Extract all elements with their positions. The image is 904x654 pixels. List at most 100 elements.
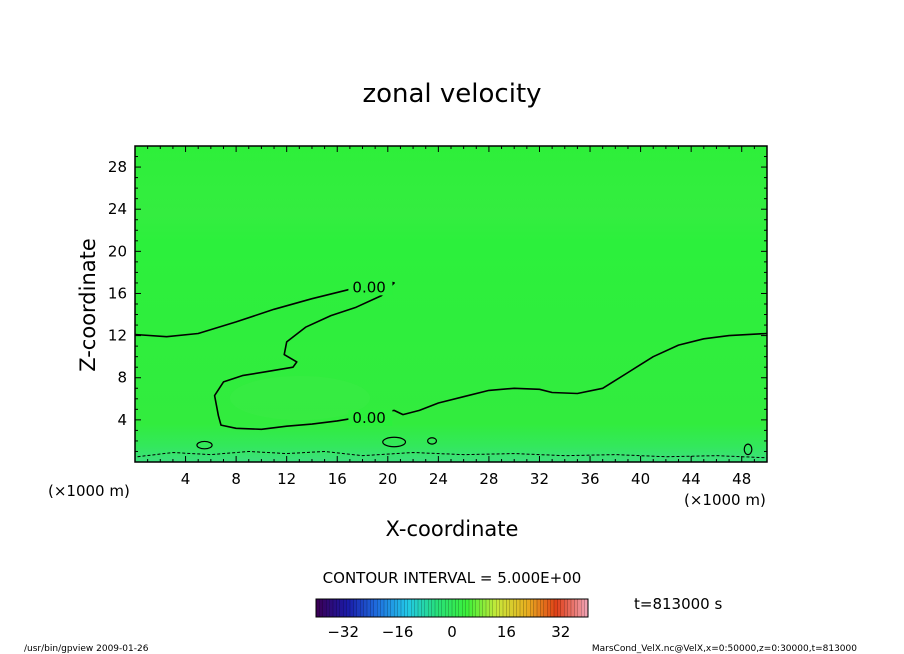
colorbar-cell <box>530 599 534 617</box>
colorbar-cell <box>482 599 487 617</box>
colorbar-frame <box>315 598 589 618</box>
colorbar-cell <box>414 599 419 617</box>
colorbar-tick-label: 32 <box>551 623 570 641</box>
colorbar-cell <box>360 599 364 617</box>
y-tick-label: 28 <box>108 158 127 176</box>
colorbar-cell <box>489 599 494 617</box>
y-tick-label: 4 <box>117 411 127 429</box>
colorbar-cell <box>411 599 415 617</box>
x-tick-label: 16 <box>328 470 347 488</box>
colorbar-cell <box>431 599 436 617</box>
chart-title: zonal velocity <box>362 79 541 109</box>
x-unit-right: (×1000 m) <box>684 491 766 509</box>
y-axis-label: Z-coordinate <box>76 238 100 372</box>
colorbar-cell <box>560 599 565 617</box>
contour-interval-text: CONTOUR INTERVAL = 5.000E+00 <box>323 569 582 587</box>
footer-left: /usr/bin/gpview 2009-01-26 <box>24 644 149 654</box>
colorbar-cell <box>326 599 330 617</box>
x-tick-label: 4 <box>181 470 191 488</box>
y-tick-label: 24 <box>108 200 127 218</box>
colorbar-cell <box>363 599 368 617</box>
colorbar-cell <box>584 599 589 617</box>
colorbar-cell <box>533 599 538 617</box>
colorbar-cell <box>574 599 579 617</box>
colorbar-cell <box>543 599 548 617</box>
footer-right: MarsCond_VelX.nc@VelX,x=0:50000,z=0:3000… <box>592 644 857 654</box>
colorbar-cell <box>322 599 327 617</box>
colorbar-cell <box>448 599 453 617</box>
colorbar-cell <box>540 599 545 617</box>
colorbar-cell <box>380 599 385 617</box>
x-tick-label: 36 <box>580 470 599 488</box>
colorbar-cell <box>387 599 392 617</box>
colorbar-cell <box>577 599 582 617</box>
colorbar-cell <box>452 599 456 617</box>
colorbar-cell <box>465 599 470 617</box>
surface-contour <box>137 450 768 459</box>
colorbar-tick-label: −32 <box>327 623 359 641</box>
colorbar <box>316 599 589 617</box>
colorbar-cell <box>547 599 551 617</box>
colorbar-cell <box>557 599 562 617</box>
field-patch <box>230 376 370 420</box>
y-tick-label: 8 <box>117 369 127 387</box>
x-tick-label: 48 <box>732 470 751 488</box>
colorbar-cell <box>394 599 398 617</box>
contour-blob <box>743 443 753 456</box>
colorbar-cell <box>537 599 541 617</box>
colorbar-cell <box>397 599 402 617</box>
x-tick-label: 12 <box>277 470 296 488</box>
y-tick-label: 16 <box>108 284 127 302</box>
colorbar-cell <box>339 599 344 617</box>
colorbar-cell <box>428 599 432 617</box>
colorbar-cell <box>499 599 504 617</box>
plot-area <box>135 146 767 462</box>
colorbar-cell <box>404 599 409 617</box>
colorbar-cell <box>492 599 497 617</box>
colorbar-cell <box>353 599 358 617</box>
colorbar-cell <box>373 599 378 617</box>
colorbar-tick-label: 0 <box>447 623 457 641</box>
x-tick-label: 44 <box>682 470 701 488</box>
x-tick-label: 24 <box>429 470 448 488</box>
colorbar-tick-label: −16 <box>382 623 414 641</box>
contour-blob <box>427 437 438 445</box>
colorbar-cell <box>445 599 449 617</box>
colorbar-cell <box>571 599 575 617</box>
colorbar-cell <box>407 599 412 617</box>
x-axis-label: X-coordinate <box>386 517 519 541</box>
contour-label: 0.00 <box>352 278 385 296</box>
colorbar-cell <box>424 599 429 617</box>
contour-label: 0.00 <box>352 409 385 427</box>
colorbar-cell <box>475 599 480 617</box>
colorbar-cell <box>503 599 507 617</box>
colorbar-cell <box>356 599 361 617</box>
colorbar-cell <box>316 599 320 617</box>
x-axis-ticks: 4 8 12 16 20 24 28 32 36 40 44 48 <box>147 146 755 488</box>
contour-labels: 0.00 0.00 <box>348 278 393 427</box>
contour-blob <box>196 440 213 450</box>
colorbar-cell <box>421 599 426 617</box>
y-tick-label: 12 <box>108 327 127 345</box>
colorbar-cell <box>441 599 446 617</box>
x-tick-label: 32 <box>530 470 549 488</box>
colorbar-cell <box>567 599 572 617</box>
time-label: t=813000 s <box>634 595 722 613</box>
y-axis-ticks: 4 8 12 16 20 24 28 <box>108 156 767 452</box>
colorbar-tick-label: 16 <box>497 623 516 641</box>
colorbar-cell <box>319 599 324 617</box>
colorbar-cell <box>438 599 443 617</box>
colorbar-cell <box>370 599 375 617</box>
colorbar-cell <box>486 599 490 617</box>
colorbar-cell <box>506 599 511 617</box>
colorbar-cell <box>462 599 466 617</box>
colorbar-cell <box>458 599 463 617</box>
colorbar-cell <box>520 599 524 617</box>
colorbar-cell <box>455 599 460 617</box>
colorbar-cell <box>509 599 514 617</box>
colorbar-cell <box>329 599 334 617</box>
colorbar-cell <box>390 599 395 617</box>
colorbar-cell <box>523 599 528 617</box>
x-tick-label: 8 <box>231 470 241 488</box>
colorbar-cell <box>336 599 341 617</box>
